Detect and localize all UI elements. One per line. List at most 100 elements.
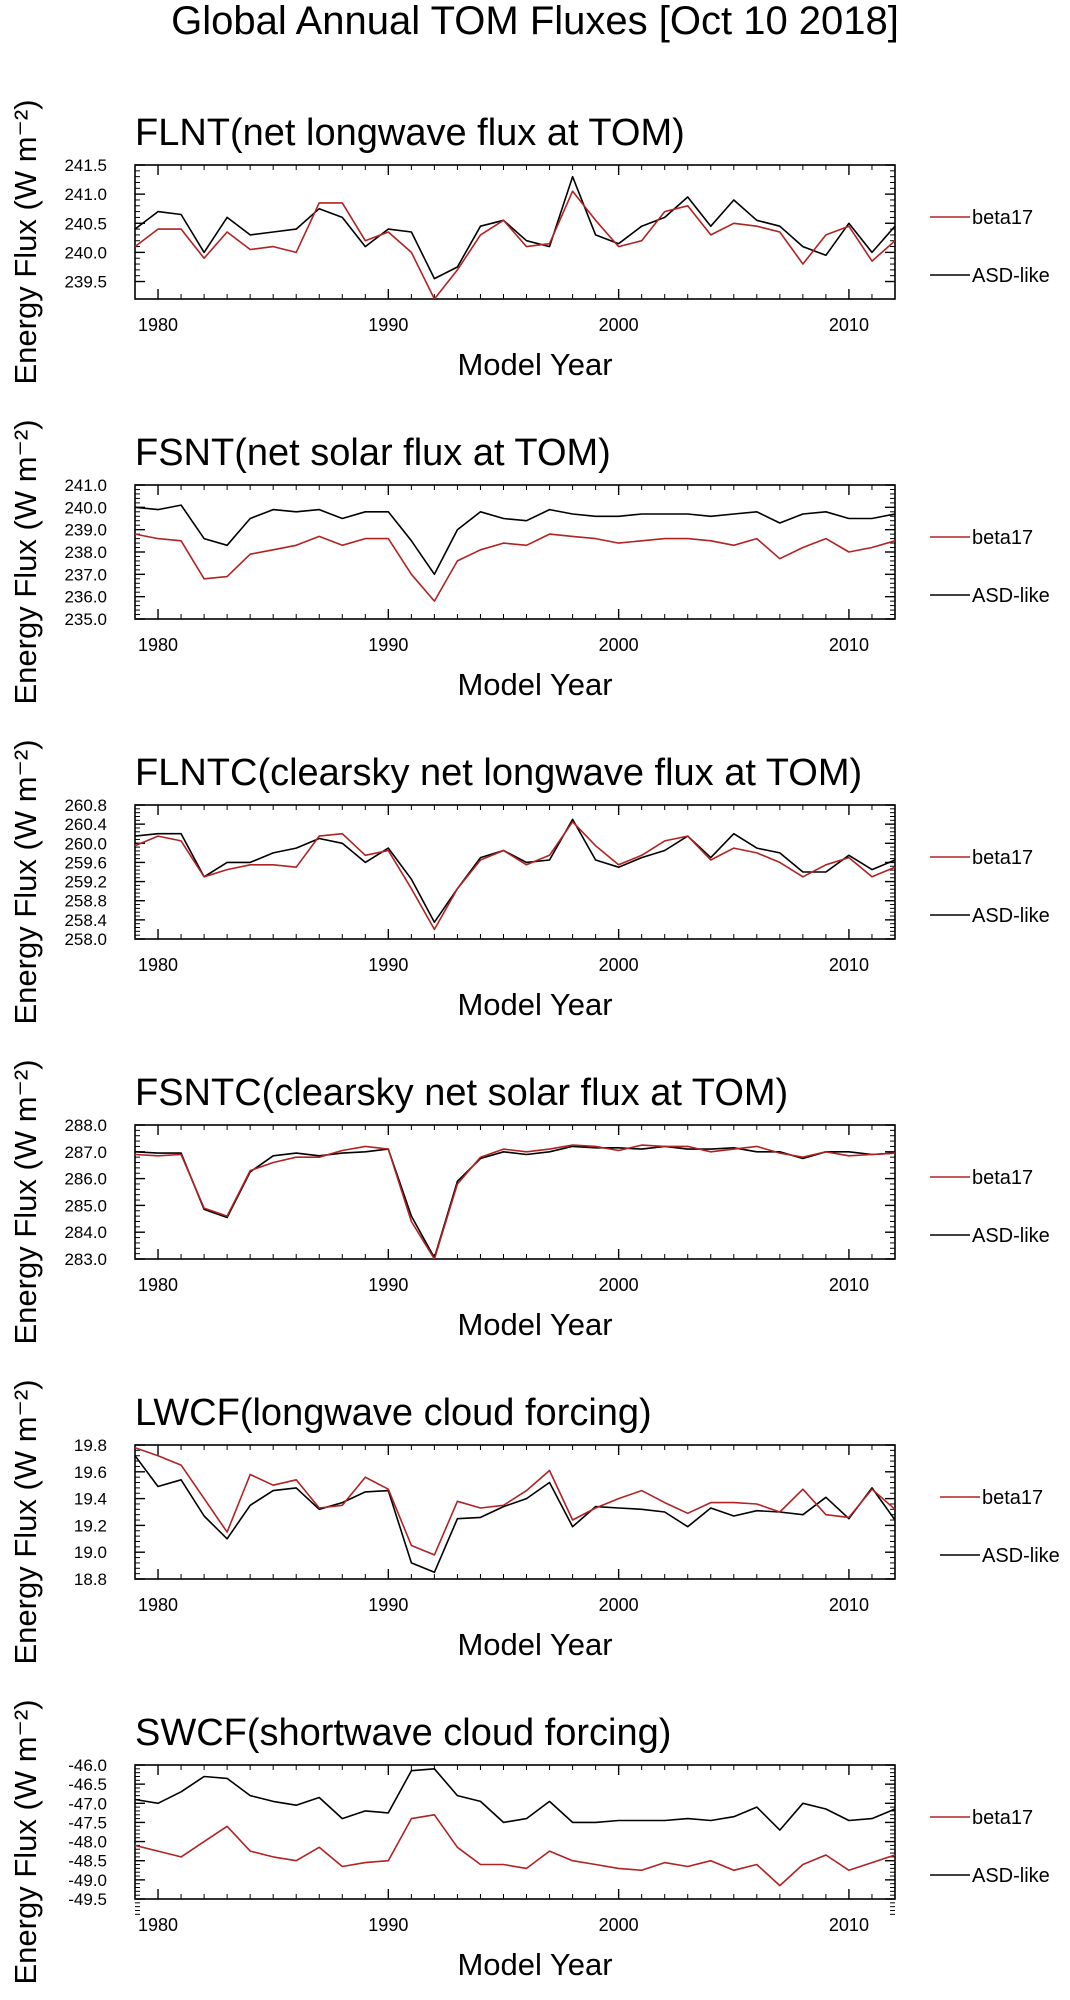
y-tick-label: -46.5 [68, 1775, 107, 1794]
plot-frame [134, 164, 896, 300]
series-line-beta17 [135, 1814, 895, 1887]
y-axis-label: Energy Flux (W m⁻²) [8, 1379, 43, 1664]
y-tick-label: 260.4 [64, 815, 107, 834]
legend-label-asd-like: ASD-like [972, 585, 1050, 607]
y-tick-label: -46.0 [68, 1756, 107, 1775]
panel-title: FSNTC(clearsky net solar flux at TOM) [135, 1072, 788, 1114]
series-line-beta17 [135, 190, 895, 299]
y-tick-label: 241.0 [64, 476, 107, 495]
y-tick-label: 284.0 [64, 1223, 107, 1242]
series-line-beta17 [135, 1446, 895, 1556]
y-tick-label: 18.8 [74, 1570, 107, 1589]
x-tick-label: 1980 [138, 315, 178, 335]
legend-label-asd-like: ASD-like [982, 1545, 1060, 1567]
plot-frame [134, 1124, 896, 1260]
legend-label-asd-like: ASD-like [972, 265, 1050, 287]
x-axis-label: Model Year [457, 1947, 612, 1982]
x-tick-label: 2000 [599, 635, 639, 655]
x-tick-label: 2010 [829, 955, 869, 975]
x-axis-label: Model Year [457, 347, 612, 382]
x-axis-label: Model Year [457, 1627, 612, 1662]
y-axis-label: Energy Flux (W m⁻²) [8, 419, 43, 704]
panel-title: FLNT(net longwave flux at TOM) [135, 112, 685, 154]
y-tick-label: 260.0 [64, 834, 107, 853]
y-tick-label: 287.0 [64, 1143, 107, 1162]
y-tick-label: 236.0 [64, 588, 107, 607]
x-tick-label: 1980 [138, 1595, 178, 1615]
y-tick-label: 288.0 [64, 1116, 107, 1135]
series-line-asd-like [135, 818, 895, 924]
x-tick-label: 2000 [599, 315, 639, 335]
x-tick-label: 2000 [599, 1595, 639, 1615]
legend-label-beta17: beta17 [982, 1487, 1043, 1509]
legend-label-beta17: beta17 [972, 847, 1033, 869]
series-line-asd-like [135, 1145, 895, 1259]
y-tick-label: 19.0 [74, 1543, 107, 1562]
y-axis-label: Energy Flux (W m⁻²) [8, 1699, 43, 1984]
chart-panel: LWCF(longwave cloud forcing) Energy Flux … [8, 1379, 1060, 1664]
series-line-beta17 [135, 533, 895, 602]
legend-label-asd-like: ASD-like [972, 1225, 1050, 1247]
x-axis-label: Model Year [457, 667, 612, 702]
y-tick-label: 259.2 [64, 873, 107, 892]
y-axis-label: Energy Flux (W m⁻²) [8, 99, 43, 384]
chart-panel: SWCF(shortwave cloud forcing) Energy Flux… [8, 1699, 1050, 1984]
panel-title: FLNTC(clearsky net longwave flux at TOM) [135, 752, 862, 794]
panel-title: LWCF(longwave cloud forcing) [135, 1392, 652, 1434]
y-tick-label: 258.8 [64, 892, 107, 911]
y-tick-label: 241.0 [64, 185, 107, 204]
x-tick-label: 2010 [829, 1275, 869, 1295]
y-tick-label: -48.5 [68, 1852, 107, 1871]
x-tick-label: 1980 [138, 955, 178, 975]
x-axis-label: Model Year [457, 1307, 612, 1342]
legend-label-beta17: beta17 [972, 1807, 1033, 1829]
x-tick-label: 1990 [368, 1275, 408, 1295]
x-tick-label: 2000 [599, 1915, 639, 1935]
y-tick-label: 240.0 [64, 243, 107, 262]
x-tick-label: 1990 [368, 955, 408, 975]
x-tick-label: 2010 [829, 1595, 869, 1615]
legend-label-asd-like: ASD-like [972, 905, 1050, 927]
plot-frame [134, 804, 896, 940]
y-tick-label: 19.8 [74, 1436, 107, 1455]
y-tick-label: 285.0 [64, 1196, 107, 1215]
legend-label-asd-like: ASD-like [972, 1865, 1050, 1887]
y-tick-label: 19.2 [74, 1516, 107, 1535]
series-line-beta17 [135, 820, 895, 931]
y-axis-label: Energy Flux (W m⁻²) [8, 1059, 43, 1344]
series-line-beta17 [135, 1144, 895, 1259]
series-line-asd-like [135, 504, 895, 576]
series-line-asd-like [135, 175, 895, 280]
y-axis-label: Energy Flux (W m⁻²) [8, 739, 43, 1024]
x-tick-label: 1990 [368, 1595, 408, 1615]
y-tick-label: 240.5 [64, 214, 107, 233]
y-tick-label: -47.0 [68, 1794, 107, 1813]
x-tick-label: 1990 [368, 635, 408, 655]
y-tick-label: 239.0 [64, 521, 107, 540]
series-line-asd-like [135, 1455, 895, 1574]
x-tick-label: 2010 [829, 1915, 869, 1935]
x-tick-label: 1980 [138, 1915, 178, 1935]
y-tick-label: 259.6 [64, 853, 107, 872]
plot-frame [134, 484, 896, 620]
legend-label-beta17: beta17 [972, 207, 1033, 229]
x-tick-label: 2010 [829, 315, 869, 335]
series-line-asd-like [135, 1768, 895, 1831]
panel-title: SWCF(shortwave cloud forcing) [135, 1712, 671, 1754]
chart-panel: FLNTC(clearsky net longwave flux at TOM)… [8, 739, 1050, 1024]
x-tick-label: 1990 [368, 1915, 408, 1935]
y-tick-label: 238.0 [64, 543, 107, 562]
x-axis-label: Model Year [457, 987, 612, 1022]
y-tick-label: -49.5 [68, 1890, 107, 1909]
y-tick-label: 260.8 [64, 796, 107, 815]
y-tick-label: 240.0 [64, 498, 107, 517]
chart-panel: FSNT(net solar flux at TOM) Energy Flux (… [8, 419, 1050, 704]
y-tick-label: 241.5 [64, 156, 107, 175]
x-tick-label: 2000 [599, 1275, 639, 1295]
x-tick-label: 1980 [138, 635, 178, 655]
panels: FLNT(net longwave flux at TOM) Energy Flu… [8, 99, 1060, 1984]
y-tick-label: -47.5 [68, 1813, 107, 1832]
x-tick-label: 2000 [599, 955, 639, 975]
chart-panel: FLNT(net longwave flux at TOM) Energy Flu… [8, 99, 1050, 384]
